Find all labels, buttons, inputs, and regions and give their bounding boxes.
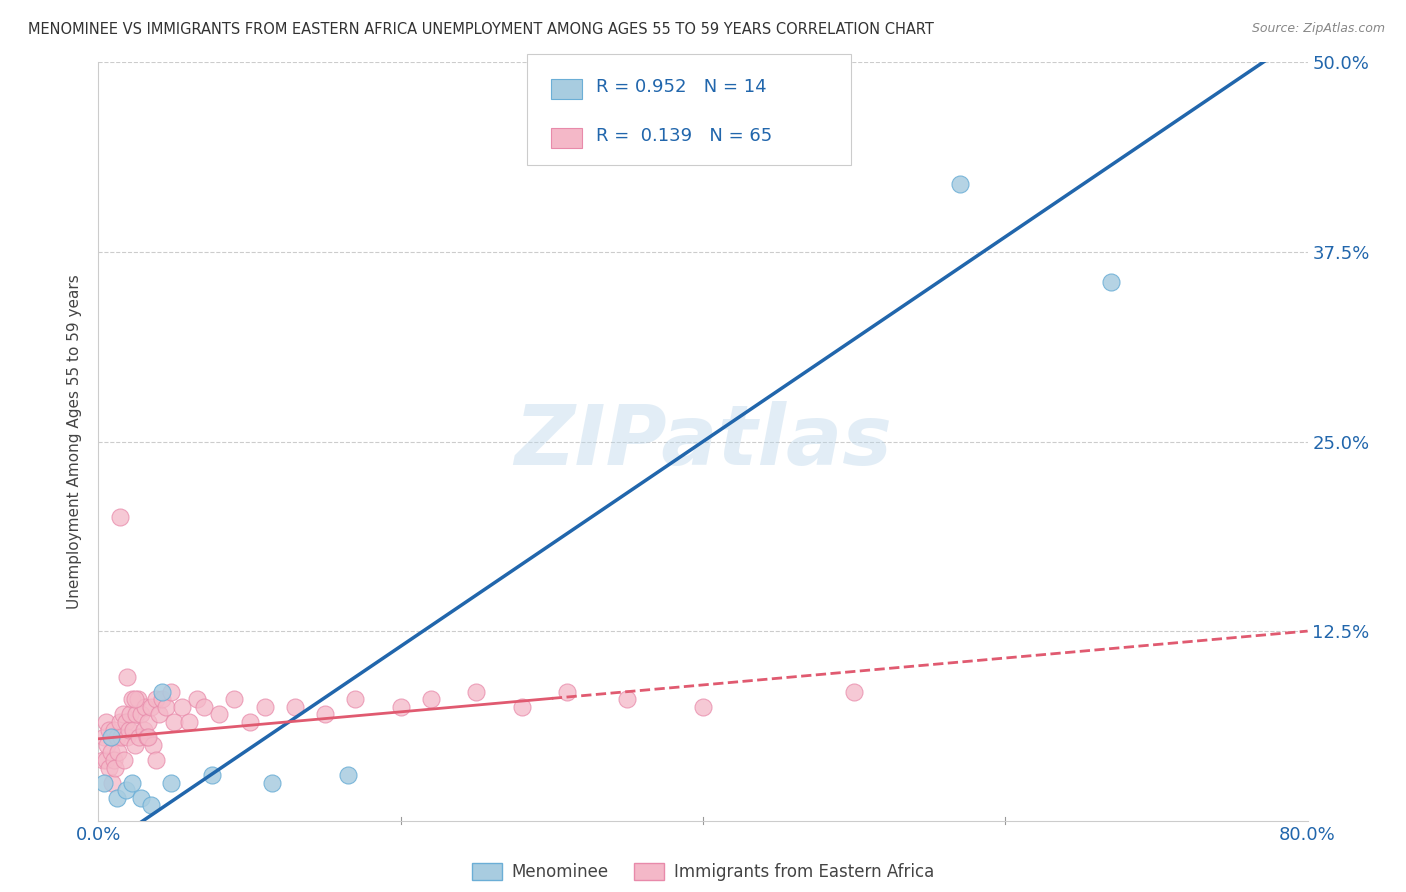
Point: [186, 692, 208, 706]
Point: [155, 699, 177, 714]
Point: [94, 753, 117, 767]
Point: [160, 685, 183, 699]
Point: [105, 730, 128, 744]
Point: [111, 707, 134, 722]
Point: [114, 715, 136, 730]
Point: [1099, 275, 1122, 289]
Point: [121, 776, 143, 790]
Point: [129, 707, 152, 722]
Point: [193, 699, 215, 714]
Point: [128, 730, 150, 744]
Text: R =  0.139   N = 65: R = 0.139 N = 65: [596, 127, 772, 145]
Point: [104, 760, 127, 774]
Point: [179, 715, 201, 730]
Y-axis label: Unemployment Among Ages 55 to 59 years: Unemployment Among Ages 55 to 59 years: [67, 274, 83, 609]
Point: [115, 730, 138, 744]
Point: [103, 723, 125, 737]
Point: [224, 692, 246, 706]
Point: [105, 791, 128, 805]
Point: [284, 699, 307, 714]
Point: [94, 715, 117, 730]
Point: [160, 776, 183, 790]
Point: [141, 798, 163, 813]
Point: [465, 685, 488, 699]
Point: [108, 510, 131, 524]
Point: [336, 768, 359, 782]
Point: [129, 791, 152, 805]
Point: [136, 730, 159, 744]
Point: [114, 783, 136, 797]
Point: [314, 707, 336, 722]
Point: [110, 730, 132, 744]
Point: [170, 699, 193, 714]
Point: [239, 715, 262, 730]
Point: [96, 738, 118, 752]
Point: [93, 776, 115, 790]
Point: [98, 723, 121, 737]
Legend: Menominee, Immigrants from Eastern Africa: Menominee, Immigrants from Eastern Afric…: [465, 856, 941, 888]
Point: [108, 715, 131, 730]
Point: [253, 699, 276, 714]
Point: [148, 707, 170, 722]
Point: [93, 730, 115, 744]
Point: [145, 692, 167, 706]
Point: [101, 730, 124, 744]
Point: [163, 715, 186, 730]
Point: [136, 715, 159, 730]
Point: [124, 738, 146, 752]
Text: Source: ZipAtlas.com: Source: ZipAtlas.com: [1251, 22, 1385, 36]
Point: [510, 699, 533, 714]
Point: [949, 177, 972, 191]
Point: [118, 723, 141, 737]
Point: [132, 723, 155, 737]
Point: [120, 707, 142, 722]
Point: [141, 699, 163, 714]
Point: [91, 753, 114, 767]
Point: [135, 730, 157, 744]
Point: [107, 746, 129, 760]
Point: [208, 707, 231, 722]
Point: [555, 685, 578, 699]
Point: [616, 692, 638, 706]
Point: [98, 760, 121, 774]
Point: [692, 699, 714, 714]
Point: [145, 753, 167, 767]
Point: [124, 692, 146, 706]
Point: [420, 692, 443, 706]
Point: [101, 776, 124, 790]
Point: [201, 768, 224, 782]
Point: [134, 699, 156, 714]
Point: [125, 707, 148, 722]
Point: [122, 723, 145, 737]
Text: MENOMINEE VS IMMIGRANTS FROM EASTERN AFRICA UNEMPLOYMENT AMONG AGES 55 TO 59 YEA: MENOMINEE VS IMMIGRANTS FROM EASTERN AFR…: [28, 22, 934, 37]
Point: [262, 776, 284, 790]
Point: [150, 692, 173, 706]
Point: [100, 730, 122, 744]
Point: [344, 692, 367, 706]
Point: [127, 692, 149, 706]
Point: [389, 699, 412, 714]
Point: [115, 669, 138, 683]
Point: [150, 685, 173, 699]
Text: ZIPatlas: ZIPatlas: [515, 401, 891, 482]
Text: R = 0.952   N = 14: R = 0.952 N = 14: [596, 78, 766, 95]
Point: [142, 738, 165, 752]
Point: [100, 746, 122, 760]
Point: [112, 753, 135, 767]
Point: [121, 692, 143, 706]
Point: [103, 753, 125, 767]
Point: [844, 685, 866, 699]
